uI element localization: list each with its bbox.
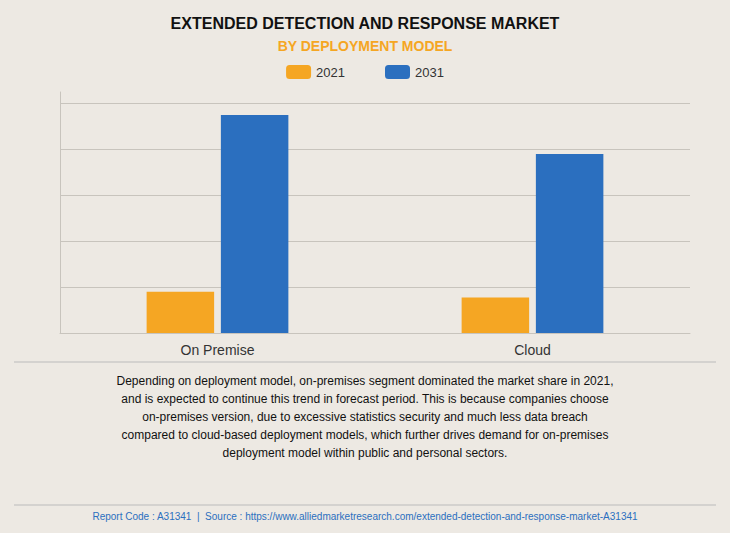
svg-text:2021: 2021 <box>316 65 345 80</box>
svg-text:deployment model within public: deployment model within public and perso… <box>223 446 508 460</box>
svg-text:Depending on deployment model,: Depending on deployment model, on-premis… <box>117 374 614 388</box>
svg-text:EXTENDED DETECTION AND RESPONS: EXTENDED DETECTION AND RESPONSE MARKET <box>171 15 560 32</box>
svg-text:BY DEPLOYMENT MODEL: BY DEPLOYMENT MODEL <box>278 38 453 54</box>
svg-text:Report Code : A31341 | Sourc: Report Code : A31341 | Source : https://… <box>92 511 638 522</box>
svg-text:and is expected to continue th: and is expected to continue this trend i… <box>121 392 609 406</box>
svg-text:Cloud: Cloud <box>514 342 551 358</box>
svg-text:on-premises version, due to ex: on-premises version, due to excessive st… <box>142 410 588 424</box>
svg-text:compared to cloud-based deploy: compared to cloud-based deployment model… <box>122 428 609 442</box>
svg-text:2031: 2031 <box>415 65 444 80</box>
svg-text:On Premise: On Premise <box>181 342 255 358</box>
